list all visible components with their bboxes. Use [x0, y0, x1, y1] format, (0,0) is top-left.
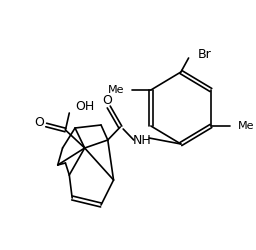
- Text: O: O: [102, 94, 112, 106]
- Text: Me: Me: [108, 85, 124, 95]
- Text: O: O: [35, 116, 44, 130]
- Text: Me: Me: [238, 121, 254, 131]
- Text: Br: Br: [198, 48, 212, 62]
- Text: NH: NH: [133, 134, 152, 146]
- Text: OH: OH: [75, 100, 94, 114]
